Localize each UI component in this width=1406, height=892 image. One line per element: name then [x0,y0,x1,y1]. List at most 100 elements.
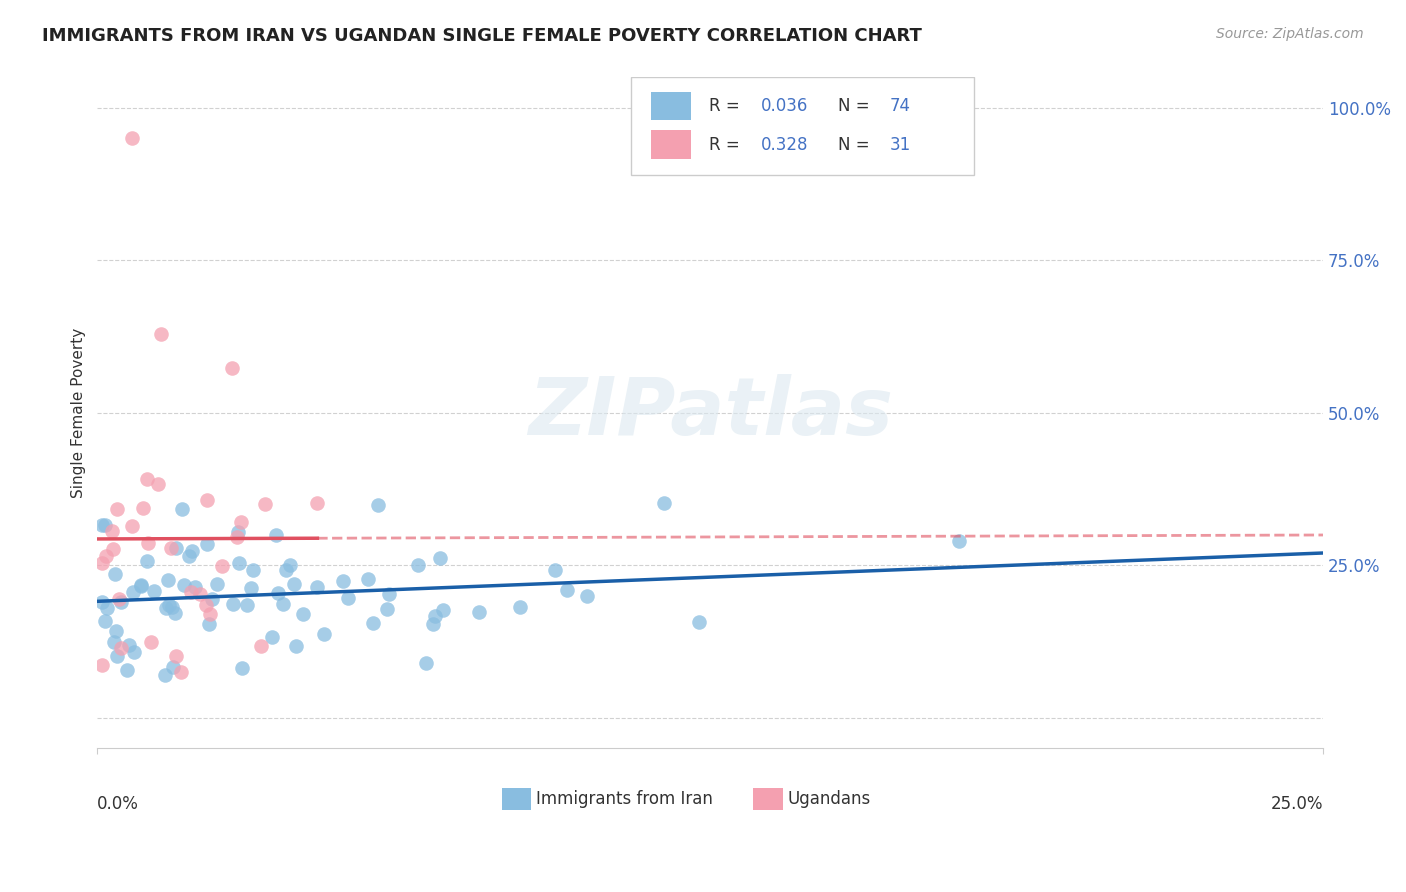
Point [367,498,389,512]
Point [96,601,118,615]
Bar [651,92,690,120]
Point [576,589,599,603]
Point [254,497,277,511]
Text: R =: R = [709,97,745,115]
Point [242,563,264,577]
FancyBboxPatch shape [630,78,974,175]
Text: 0.328: 0.328 [761,136,808,153]
Point [205,576,228,591]
Point [423,609,446,624]
Bar [502,788,531,810]
Point [197,536,219,550]
Point [121,131,143,145]
Point [136,472,159,486]
Point [184,580,207,594]
Point [429,550,451,565]
Text: R =: R = [709,136,745,153]
Point [280,558,302,572]
Point [159,541,181,556]
Point [146,477,169,491]
Point [555,582,578,597]
Point [543,563,565,577]
Point [94,517,117,532]
Point [94,614,117,628]
Point [177,549,200,563]
Point [226,530,249,544]
Point [307,496,329,510]
Point [181,544,204,558]
Text: Source: ZipAtlas.com: Source: ZipAtlas.com [1216,27,1364,41]
Point [136,554,159,568]
Point [375,601,398,615]
Point [121,585,143,599]
Point [136,536,159,550]
Point [274,563,297,577]
Point [292,607,315,621]
Point [652,496,675,510]
Point [198,607,221,621]
Point [91,657,114,672]
Point [271,597,294,611]
Point [337,591,360,605]
Text: ZIPatlas: ZIPatlas [527,374,893,452]
Text: 74: 74 [889,97,910,115]
Point [239,582,262,596]
Point [249,639,271,653]
Text: 0.036: 0.036 [761,97,808,115]
Point [688,615,710,630]
Point [422,616,444,631]
Point [155,601,177,615]
Point [332,574,354,589]
Point [357,572,380,586]
Point [104,567,127,582]
Point [314,627,336,641]
Text: 0.0%: 0.0% [97,796,139,814]
Point [432,602,454,616]
Point [173,578,195,592]
Point [172,501,194,516]
Point [264,528,287,542]
Point [165,541,187,555]
Point [378,587,401,601]
Point [361,615,384,630]
Point [228,556,250,570]
Text: Immigrants from Iran: Immigrants from Iran [536,789,713,808]
Point [180,585,202,599]
Point [91,595,114,609]
Point [110,595,132,609]
Point [91,556,114,570]
Point [110,640,132,655]
Point [467,605,489,619]
Point [165,648,187,663]
Point [91,517,114,532]
Point [108,591,131,606]
Point [283,577,305,591]
Point [221,360,243,375]
Point [153,668,176,682]
Point [195,492,218,507]
Point [139,634,162,648]
Point [307,580,329,594]
Point [211,558,233,573]
Point [266,586,288,600]
Point [188,587,211,601]
Text: N =: N = [838,136,875,153]
Point [132,501,155,516]
Point [101,524,124,538]
Point [162,659,184,673]
Point [104,624,127,638]
Point [163,606,186,620]
Point [509,600,531,615]
Text: 25.0%: 25.0% [1271,796,1323,814]
Point [222,597,245,611]
Point [105,649,128,664]
Point [229,515,252,529]
Point [103,542,125,557]
Point [96,549,118,563]
Y-axis label: Single Female Poverty: Single Female Poverty [72,328,86,498]
Point [118,639,141,653]
Point [129,578,152,592]
Point [194,598,217,612]
Bar [651,130,690,159]
Point [415,656,437,670]
